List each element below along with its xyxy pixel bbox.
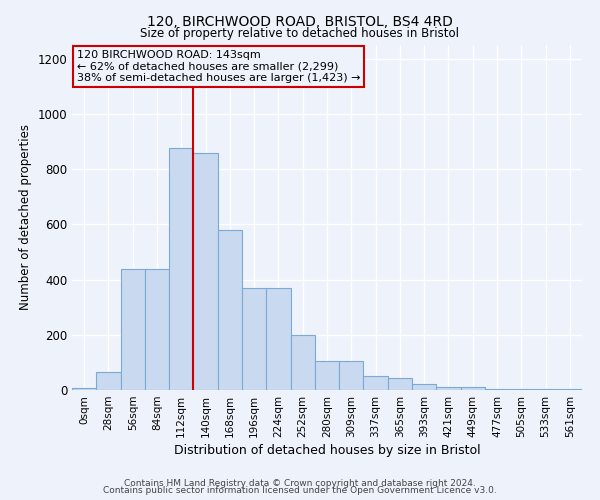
Bar <box>315 361 339 390</box>
Bar <box>193 152 218 390</box>
Bar <box>266 288 290 390</box>
Bar <box>145 268 169 390</box>
Text: 120, BIRCHWOOD ROAD, BRISTOL, BS4 4RD: 120, BIRCHWOOD ROAD, BRISTOL, BS4 4RD <box>147 15 453 29</box>
Bar <box>121 268 145 390</box>
X-axis label: Distribution of detached houses by size in Bristol: Distribution of detached houses by size … <box>173 444 481 457</box>
Bar <box>509 389 533 390</box>
Text: Contains public sector information licensed under the Open Government Licence v3: Contains public sector information licen… <box>103 486 497 495</box>
Bar <box>461 386 485 390</box>
Text: Contains HM Land Registry data © Crown copyright and database right 2024.: Contains HM Land Registry data © Crown c… <box>124 478 476 488</box>
Text: 120 BIRCHWOOD ROAD: 143sqm
← 62% of detached houses are smaller (2,299)
38% of s: 120 BIRCHWOOD ROAD: 143sqm ← 62% of deta… <box>77 50 361 84</box>
Bar <box>96 372 121 390</box>
Bar <box>485 389 509 390</box>
Bar <box>412 384 436 390</box>
Bar <box>533 389 558 390</box>
Bar <box>388 378 412 390</box>
Bar <box>436 386 461 390</box>
Bar <box>290 335 315 390</box>
Bar <box>364 376 388 390</box>
Bar <box>339 361 364 390</box>
Text: Size of property relative to detached houses in Bristol: Size of property relative to detached ho… <box>140 28 460 40</box>
Bar <box>169 148 193 390</box>
Bar <box>72 388 96 390</box>
Bar <box>218 230 242 390</box>
Bar <box>242 288 266 390</box>
Y-axis label: Number of detached properties: Number of detached properties <box>19 124 32 310</box>
